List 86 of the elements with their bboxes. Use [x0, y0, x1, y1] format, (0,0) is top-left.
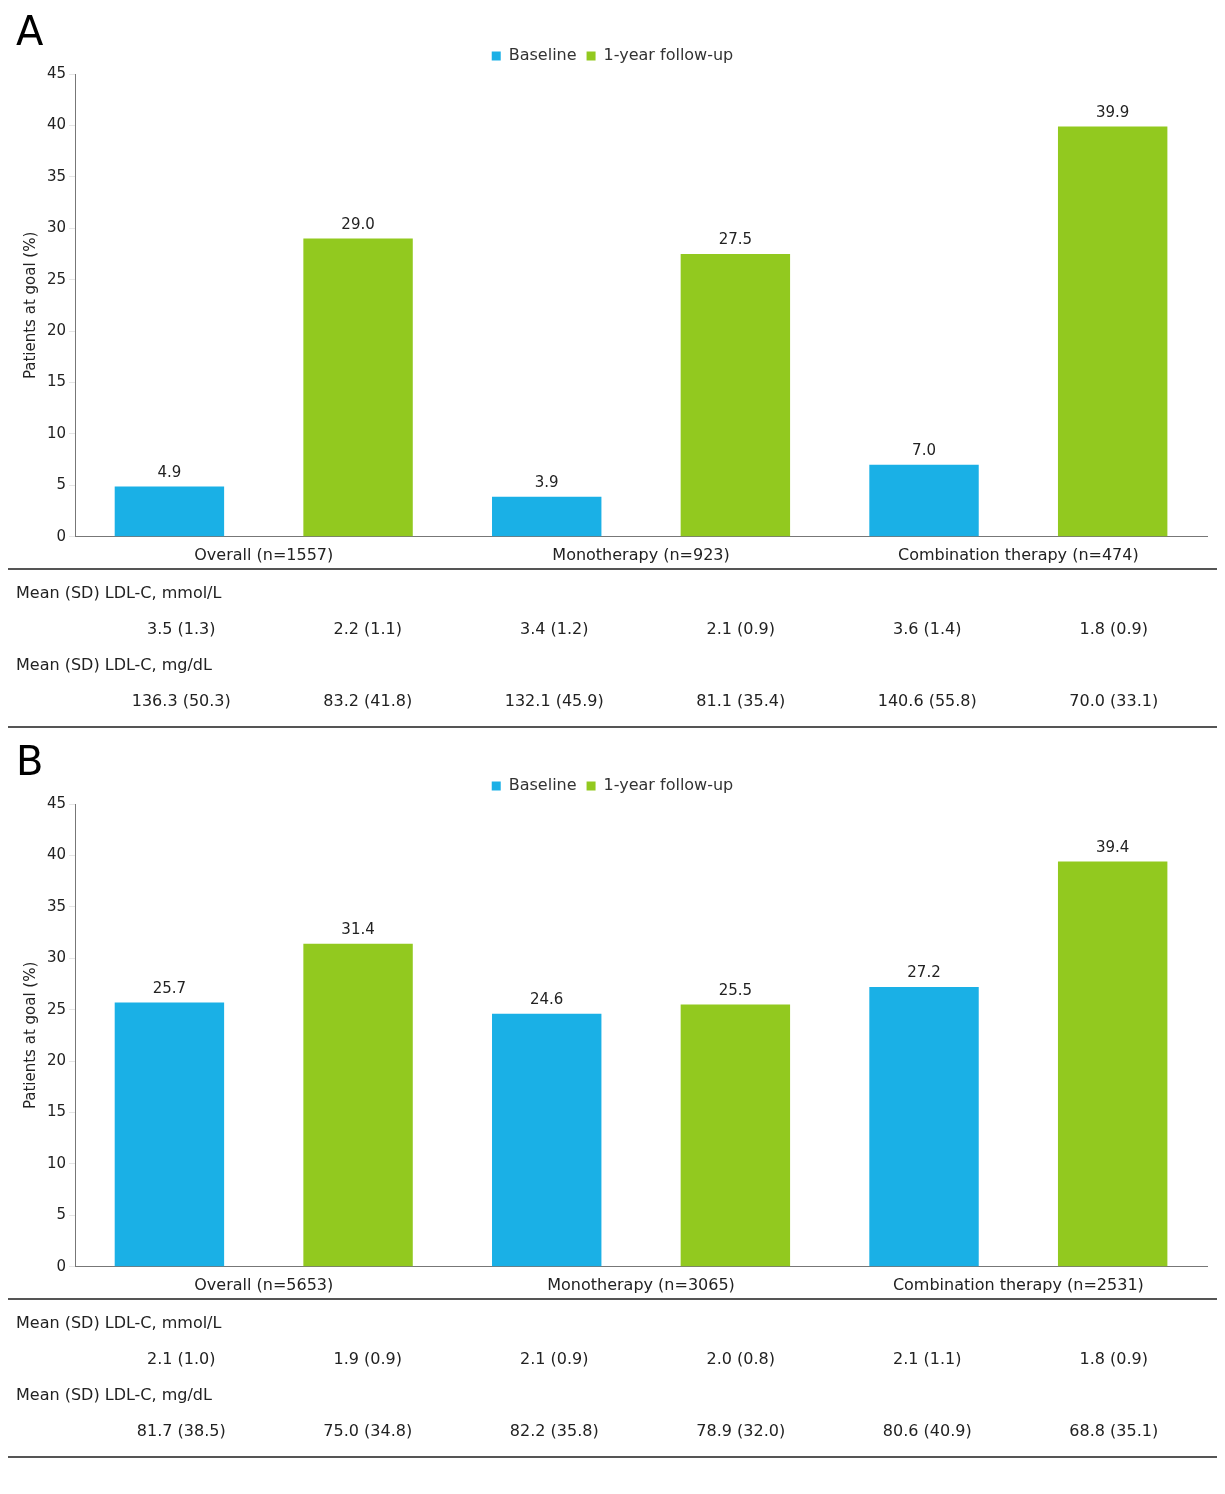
data-label: 39.9	[1095, 102, 1130, 121]
y-tick-label: 15	[46, 372, 67, 391]
y-tick-label: 20	[46, 321, 67, 339]
y-tick-label: 15	[46, 1102, 67, 1121]
text: 68.8 (35.1)	[1068, 1420, 1160, 1442]
bar	[1057, 126, 1168, 537]
text: 82.2 (35.8)	[508, 1420, 600, 1442]
y-tick-label: 10	[46, 423, 67, 442]
text: 1.9 (0.9)	[332, 1348, 403, 1370]
legend-label: 1-year follow-up	[603, 775, 734, 795]
bar	[114, 486, 225, 537]
text: 1.8 (0.9)	[1078, 618, 1149, 640]
x-tick-label: Combination therapy (n=474)	[897, 544, 1139, 564]
text: 2.0 (0.8)	[705, 1348, 776, 1370]
text: Mean (SD) LDL-C, mg/dL	[15, 654, 213, 676]
text: 140.6 (55.8)	[876, 690, 978, 712]
bar	[492, 1013, 602, 1267]
y-tick-label: 40	[46, 115, 67, 134]
y-tick-label: 25	[46, 269, 67, 288]
y-tick-label: 20	[46, 1051, 67, 1069]
y-axis-title: Patients at goal (%)	[20, 231, 39, 380]
data-label: 25.5	[718, 980, 753, 999]
text: 3.6 (1.4)	[892, 618, 963, 640]
y-tick-label: 5	[56, 475, 67, 494]
text: Mean (SD) LDL-C, mmol/L	[15, 582, 223, 604]
text: 3.5 (1.3)	[146, 618, 217, 640]
data-label: 7.0	[912, 441, 936, 460]
bar	[303, 238, 413, 537]
data-label: 39.4	[1095, 837, 1130, 856]
y-tick-label: 30	[46, 218, 67, 237]
text: 2.1 (1.0)	[146, 1348, 217, 1370]
text: 81.1 (35.4)	[695, 690, 787, 712]
legend-label: Baseline	[508, 775, 577, 795]
text: 78.9 (32.0)	[695, 1420, 787, 1442]
bar	[869, 987, 979, 1267]
text: 70.0 (33.1)	[1068, 690, 1160, 712]
text: 2.1 (0.9)	[519, 1348, 590, 1370]
text: 3.4 (1.2)	[519, 618, 590, 640]
bar	[680, 1004, 791, 1267]
text: 2.2 (1.1)	[332, 618, 403, 640]
bar	[492, 496, 602, 537]
legend-label: Baseline	[508, 45, 577, 65]
x-tick-label: Overall (n=5653)	[194, 1274, 334, 1294]
text: 80.6 (40.9)	[881, 1420, 973, 1442]
chart-title: B	[16, 738, 44, 784]
y-tick-label: 35	[46, 166, 67, 185]
legend-label: 1-year follow-up	[603, 45, 734, 65]
data-label: 4.9	[157, 462, 182, 481]
y-tick-label: 0	[56, 1256, 67, 1275]
bar	[680, 253, 791, 537]
text: 81.7 (38.5)	[135, 1420, 227, 1442]
chart-title: A	[16, 8, 44, 54]
x-tick-label: Monotherapy (n=3065)	[547, 1274, 735, 1294]
y-tick-label: 25	[46, 999, 67, 1018]
y-tick-label: 40	[46, 845, 67, 864]
bar	[114, 1002, 225, 1267]
y-tick-label: 10	[46, 1153, 67, 1172]
bar	[1057, 861, 1168, 1267]
data-label: 25.7	[152, 978, 187, 997]
data-label: 3.9	[534, 473, 559, 492]
bar	[303, 943, 413, 1267]
y-tick-label: 30	[46, 948, 67, 967]
data-label: 31.4	[341, 920, 375, 939]
bar	[869, 464, 979, 537]
data-label: 27.5	[718, 230, 753, 249]
text: 132.1 (45.9)	[503, 690, 605, 712]
text: 75.0 (34.8)	[322, 1420, 414, 1442]
y-tick-label: 45	[46, 793, 67, 812]
data-label: 29.0	[341, 214, 375, 233]
text: Mean (SD) LDL-C, mmol/L	[15, 1312, 223, 1334]
x-tick-label: Monotherapy (n=923)	[552, 544, 730, 564]
text: 136.3 (50.3)	[130, 690, 232, 712]
data-label: 27.2	[907, 963, 941, 982]
text: 83.2 (41.8)	[322, 690, 414, 712]
text: 2.1 (0.9)	[705, 618, 776, 640]
x-tick-label: Overall (n=1557)	[194, 544, 334, 564]
x-tick-label: Combination therapy (n=2531)	[892, 1274, 1144, 1294]
data-label: 24.6	[530, 990, 564, 1009]
text: Mean (SD) LDL-C, mg/dL	[15, 1384, 213, 1406]
y-tick-label: 45	[46, 63, 67, 82]
text: 1.8 (0.9)	[1078, 1348, 1149, 1370]
text: 2.1 (1.1)	[892, 1348, 963, 1370]
y-tick-label: 0	[56, 526, 67, 545]
y-axis-title: Patients at goal (%)	[20, 961, 39, 1110]
y-tick-label: 5	[56, 1205, 67, 1224]
y-tick-label: 35	[46, 896, 67, 915]
